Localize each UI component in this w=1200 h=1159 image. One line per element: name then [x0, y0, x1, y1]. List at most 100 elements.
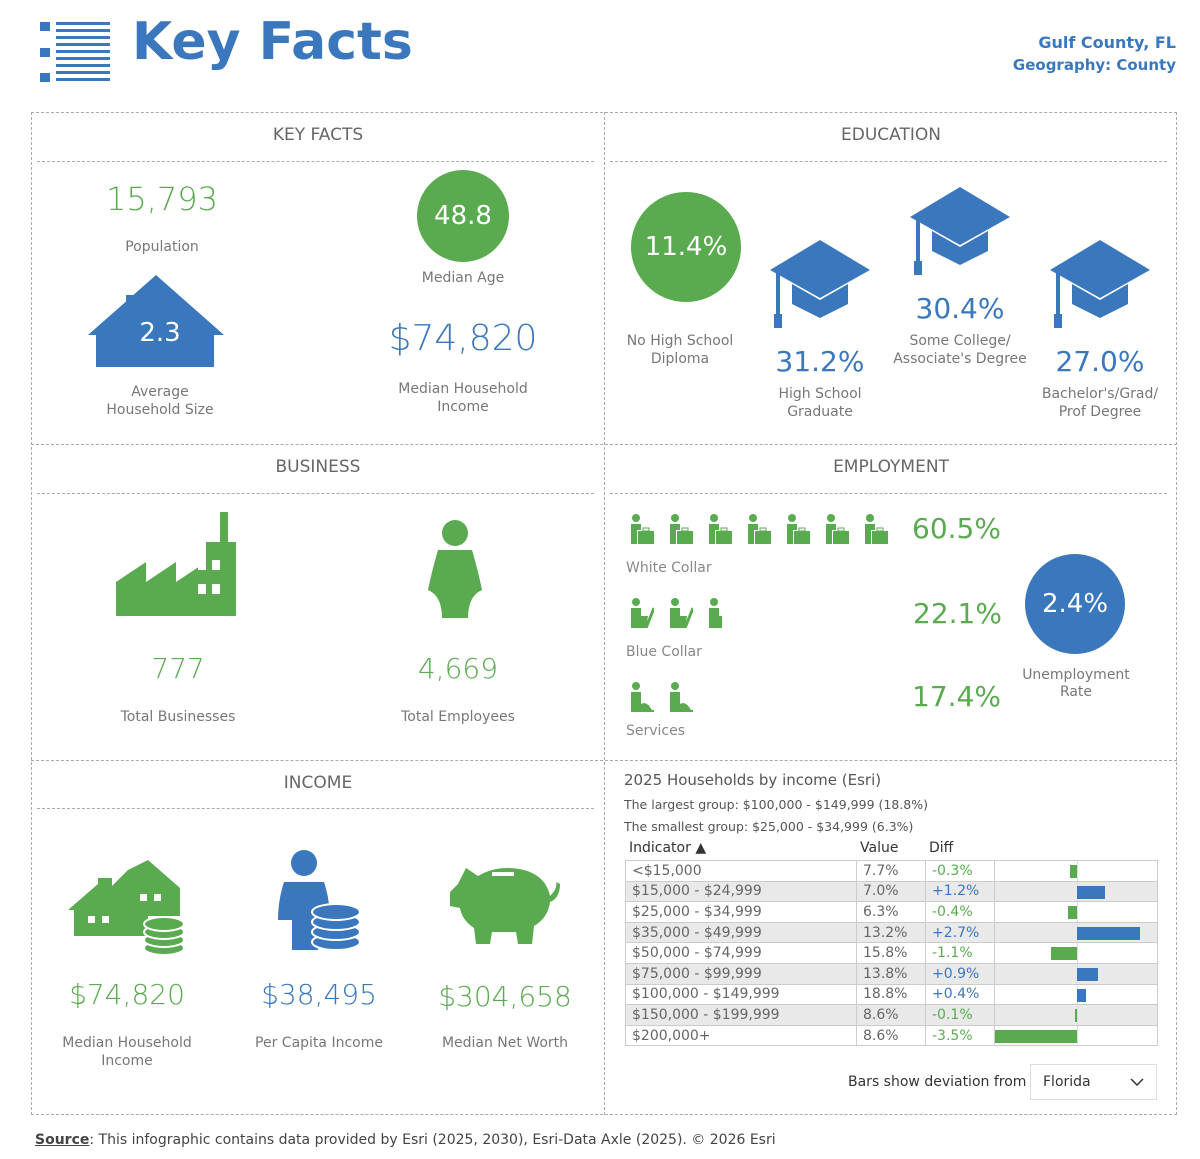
- deviation-bar: [1051, 947, 1077, 961]
- white-collar-icons: [628, 514, 888, 544]
- list-icon: [40, 22, 110, 82]
- median-income-label: Median Household: [398, 381, 528, 397]
- bachelors-value: 27.0%: [1055, 345, 1145, 378]
- source-text: : This infographic contains data provide…: [89, 1132, 776, 1148]
- house-with-coins-icon: [68, 860, 185, 956]
- section-heading-income: INCOME: [283, 773, 353, 793]
- blue-collar-worker-icon: [709, 598, 722, 628]
- white-collar-value: 60.5%: [912, 512, 1001, 545]
- smallest-group: The smallest group: $25,000 - $34,999 (6…: [624, 819, 914, 834]
- median-age-label: Median Age: [421, 270, 505, 286]
- blue-collar-label: Blue Collar: [626, 644, 702, 660]
- median-income-label: Income: [437, 399, 489, 415]
- chevron-down-icon: [1130, 1078, 1144, 1086]
- value-cell: 13.8%: [856, 962, 926, 985]
- indicator-cell: $35,000 - $49,999: [625, 921, 857, 944]
- deviation-label: Bars show deviation from: [848, 1074, 1027, 1090]
- white-collar-worker-icon: [631, 514, 654, 544]
- services-value: 17.4%: [912, 680, 1001, 713]
- section-heading-business: BUSINESS: [275, 457, 361, 477]
- white-collar-worker-icon: [826, 514, 849, 544]
- white-collar-worker-icon: [748, 514, 771, 544]
- diff-cell: -0.3%: [925, 860, 995, 882]
- white-collar-worker-icon: [709, 514, 732, 544]
- deviation-bar: [1077, 885, 1106, 899]
- diff-cell: +2.7%: [925, 921, 995, 944]
- net-worth-value: $304,658: [438, 980, 572, 1013]
- indicator-cell: $25,000 - $34,999: [625, 901, 857, 923]
- services-worker-icon: [670, 682, 693, 712]
- median-income-value: $74,820: [388, 318, 538, 359]
- total-employees-label: Total Employees: [401, 709, 515, 725]
- column-header-value[interactable]: Value: [860, 840, 899, 856]
- person-icon: [428, 520, 482, 618]
- some-college-value: 30.4%: [915, 292, 1005, 325]
- table-row: $50,000 - $74,999 15.8% -1.1%: [625, 942, 1158, 964]
- graduation-cap-icon: [770, 240, 870, 328]
- education-label: Diploma: [650, 351, 710, 367]
- services-worker-icon: [631, 682, 654, 712]
- deviation-bar: [1077, 926, 1141, 940]
- diff-cell: +0.9%: [925, 962, 995, 985]
- indicator-cell: <$15,000: [625, 860, 857, 882]
- geography-name: Gulf County, FL: [1038, 33, 1176, 52]
- population-label: Population: [125, 239, 199, 255]
- section-heading-key-facts: KEY FACTS: [272, 125, 364, 145]
- no-diploma-circle: 11.4%: [631, 192, 741, 302]
- education-label: High School: [778, 386, 862, 402]
- indicator-cell: $200,000+: [625, 1024, 857, 1047]
- value-cell: 6.3%: [856, 901, 926, 923]
- indicator-cell: $50,000 - $74,999: [625, 942, 857, 964]
- deviation-bar: [1077, 988, 1087, 1002]
- value-cell: 8.6%: [856, 1004, 926, 1026]
- median-hh-income-label: Income: [101, 1053, 153, 1069]
- total-employees-value: 4,669: [417, 652, 499, 685]
- divider: [604, 112, 605, 1115]
- page-title: Key Facts: [132, 12, 413, 72]
- blue-collar-worker-icon: [631, 598, 654, 628]
- table-row: $75,000 - $99,999 13.8% +0.9%: [625, 962, 1158, 985]
- total-businesses-label: Total Businesses: [120, 709, 236, 725]
- median-hh-income-label: Median Household: [62, 1035, 192, 1051]
- divider: [31, 444, 1177, 445]
- blue-collar-icons: [628, 598, 722, 628]
- section-heading-employment: EMPLOYMENT: [833, 457, 949, 477]
- value-cell: 18.8%: [856, 983, 926, 1006]
- deviation-bar: [1069, 865, 1077, 878]
- households-title: 2025 Households by income (Esri): [624, 771, 882, 789]
- white-collar-worker-icon: [670, 514, 693, 544]
- diff-cell: +1.2%: [925, 880, 995, 903]
- table-row: $200,000+ 8.6% -3.5%: [625, 1024, 1158, 1047]
- house-icon: [88, 275, 224, 367]
- value-cell: 15.8%: [856, 942, 926, 964]
- education-label: Bachelor's/Grad/: [1041, 386, 1159, 402]
- white-collar-label: White Collar: [626, 560, 712, 576]
- column-header-diff[interactable]: Diff: [929, 840, 954, 856]
- indicator-cell: $150,000 - $199,999: [625, 1004, 857, 1026]
- education-label: Prof Degree: [1058, 404, 1142, 420]
- household-size-label: Household Size: [106, 402, 214, 418]
- diff-cell: -0.4%: [925, 901, 995, 923]
- value-cell: 8.6%: [856, 1024, 926, 1047]
- deviation-select-value: Florida: [1043, 1074, 1091, 1090]
- diff-cell: +0.4%: [925, 983, 995, 1006]
- diff-cell: -1.1%: [925, 942, 995, 964]
- blue-collar-worker-icon: [670, 598, 693, 628]
- diff-cell: -0.1%: [925, 1004, 995, 1026]
- geography-level: Geography: County: [1012, 56, 1176, 74]
- household-size-label: Average: [131, 384, 189, 400]
- white-collar-worker-icon: [865, 514, 888, 544]
- deviation-select[interactable]: Florida: [1030, 1064, 1157, 1100]
- unemployment-label: Unemployment: [1022, 667, 1130, 683]
- table-row: $150,000 - $199,999 8.6% -0.1%: [625, 1004, 1158, 1026]
- source-link[interactable]: Source: [35, 1132, 90, 1148]
- indicator-cell: $15,000 - $24,999: [625, 880, 857, 903]
- hs-grad-value: 31.2%: [775, 345, 865, 378]
- deviation-bar: [1074, 1009, 1077, 1023]
- services-label: Services: [626, 723, 686, 739]
- education-label: Associate's Degree: [893, 351, 1027, 367]
- column-header-indicator[interactable]: Indicator ▲: [629, 840, 707, 856]
- diff-cell: -3.5%: [925, 1024, 995, 1047]
- indicator-cell: $75,000 - $99,999: [625, 962, 857, 985]
- unemployment-circle: 2.4%: [1025, 554, 1125, 654]
